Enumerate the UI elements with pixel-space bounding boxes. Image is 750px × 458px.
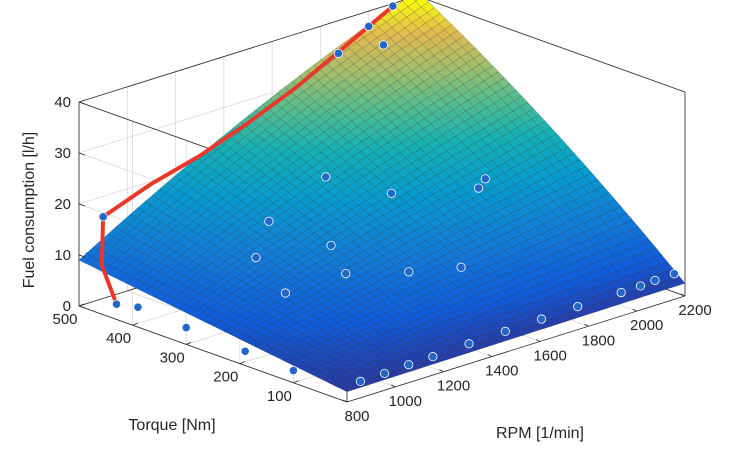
data-point	[326, 240, 336, 251]
x-tick-label: 1000	[389, 393, 422, 410]
z-tick-label: 20	[54, 196, 71, 213]
axes-box-edge	[346, 295, 686, 403]
data-point	[456, 262, 466, 272]
x-tick-mark	[632, 308, 637, 312]
data-point	[321, 172, 331, 182]
data-point	[378, 40, 389, 50]
y-tick-mark	[132, 322, 138, 326]
data-point	[616, 287, 626, 298]
data-point	[386, 188, 397, 198]
x-tick-label: 1600	[533, 347, 566, 364]
x-tick-mark	[439, 369, 444, 373]
data-point	[473, 183, 484, 193]
axis-ticks: 0 10 20 30 40 100 200 300 400 500 800 1000 1200 1400 1…	[52, 94, 711, 425]
x-tick-label: 2200	[678, 302, 711, 319]
y-tick-label: 400	[106, 330, 131, 347]
curve-point	[111, 299, 122, 309]
y-tick-label: 500	[52, 311, 77, 328]
data-point	[404, 267, 414, 277]
x-tick-mark	[584, 323, 589, 327]
max-torque-curve	[98, 1, 398, 309]
z-axis-label: Fuel consumption [l/h]	[21, 132, 38, 289]
data-point	[635, 281, 646, 291]
z-tick-mark	[78, 101, 86, 105]
data-point	[480, 174, 490, 184]
axes-box-edge	[426, 0, 686, 93]
data-point	[355, 376, 366, 387]
x-tick-mark	[680, 293, 686, 297]
data-point	[288, 365, 298, 376]
surface-cell	[413, 0, 418, 2]
y-tick-mark	[78, 303, 85, 307]
data-point	[240, 346, 250, 356]
data-point	[669, 269, 679, 279]
y-tick-label: 300	[160, 349, 185, 366]
z-tick-label: 0	[63, 298, 71, 315]
data-point	[181, 322, 191, 333]
data-point	[333, 48, 343, 58]
y-tick-label: 100	[267, 388, 292, 405]
data-point	[379, 368, 390, 378]
z-tick-mark	[78, 254, 86, 258]
x-tick-label: 1200	[437, 378, 470, 395]
y-tick-mark	[293, 380, 299, 384]
z-tick-label: 10	[54, 247, 71, 264]
y-tick-mark	[186, 342, 192, 345]
x-tick-mark	[391, 384, 396, 388]
max-torque-line	[99, 4, 395, 307]
curve-point	[364, 21, 374, 32]
z-tick-label: 30	[54, 145, 71, 162]
measured-points	[133, 40, 679, 387]
x-tick-label: 1800	[582, 332, 615, 349]
data-point	[428, 352, 438, 362]
axes-box-edge	[78, 0, 406, 103]
x-tick-mark	[342, 399, 348, 403]
x-tick-label: 2000	[630, 317, 663, 334]
data-point	[464, 339, 474, 349]
y-axis-label: Torque [Nm]	[128, 417, 215, 434]
z-tick-mark	[78, 305, 86, 309]
curve-point	[388, 1, 398, 11]
data-point	[251, 252, 261, 263]
data-point	[650, 275, 660, 285]
x-tick-label: 1400	[485, 363, 518, 380]
y-tick-label: 200	[213, 369, 238, 386]
data-point	[404, 360, 414, 370]
data-point	[280, 288, 291, 298]
data-point	[536, 314, 547, 324]
z-tick-mark	[78, 152, 86, 156]
data-point	[264, 216, 274, 226]
curve-point	[98, 212, 108, 222]
x-tick-mark	[487, 354, 493, 357]
data-point	[573, 302, 583, 312]
y-tick-mark	[239, 361, 245, 364]
axes-box-edge	[78, 305, 348, 403]
data-point	[500, 326, 510, 336]
x-tick-mark	[535, 339, 541, 342]
x-tick-label: 800	[344, 408, 369, 425]
x-axis-label: RPM [1/min]	[496, 425, 584, 442]
surface-cell	[671, 275, 686, 286]
z-tick-mark	[78, 203, 86, 207]
z-tick-label: 40	[54, 94, 71, 111]
data-point	[341, 268, 351, 279]
data-point	[133, 302, 143, 312]
